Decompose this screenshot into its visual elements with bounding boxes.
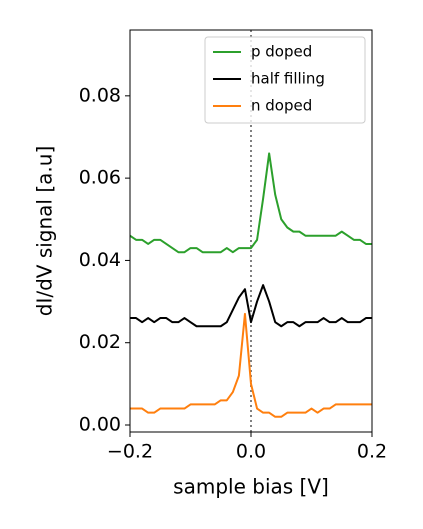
legend: p doped half filling n doped bbox=[204, 36, 366, 124]
x-tick-label: −0.2 bbox=[107, 441, 153, 463]
y-axis-label: dI/dV signal [a.u] bbox=[33, 146, 57, 316]
y-tick-label: 0.08 bbox=[79, 84, 121, 106]
y-tick-label: 0.06 bbox=[79, 167, 121, 189]
x-tick-label: 0.0 bbox=[236, 441, 266, 463]
series-line bbox=[129, 152, 372, 254]
legend-label: n doped bbox=[251, 97, 312, 115]
y-tick-label: 0.04 bbox=[79, 249, 121, 271]
legend-label: half filling bbox=[251, 70, 325, 88]
x-axis-label: sample bias [V] bbox=[173, 475, 329, 499]
legend-box bbox=[204, 36, 366, 124]
series-line bbox=[130, 284, 372, 328]
x-tick-label: 0.2 bbox=[357, 441, 387, 463]
legend-label: p doped bbox=[251, 43, 312, 61]
plot-frame bbox=[129, 29, 373, 433]
y-tick-label: 0.00 bbox=[79, 414, 121, 436]
series-line bbox=[130, 312, 372, 418]
y-tick-label: 0.02 bbox=[79, 331, 121, 353]
